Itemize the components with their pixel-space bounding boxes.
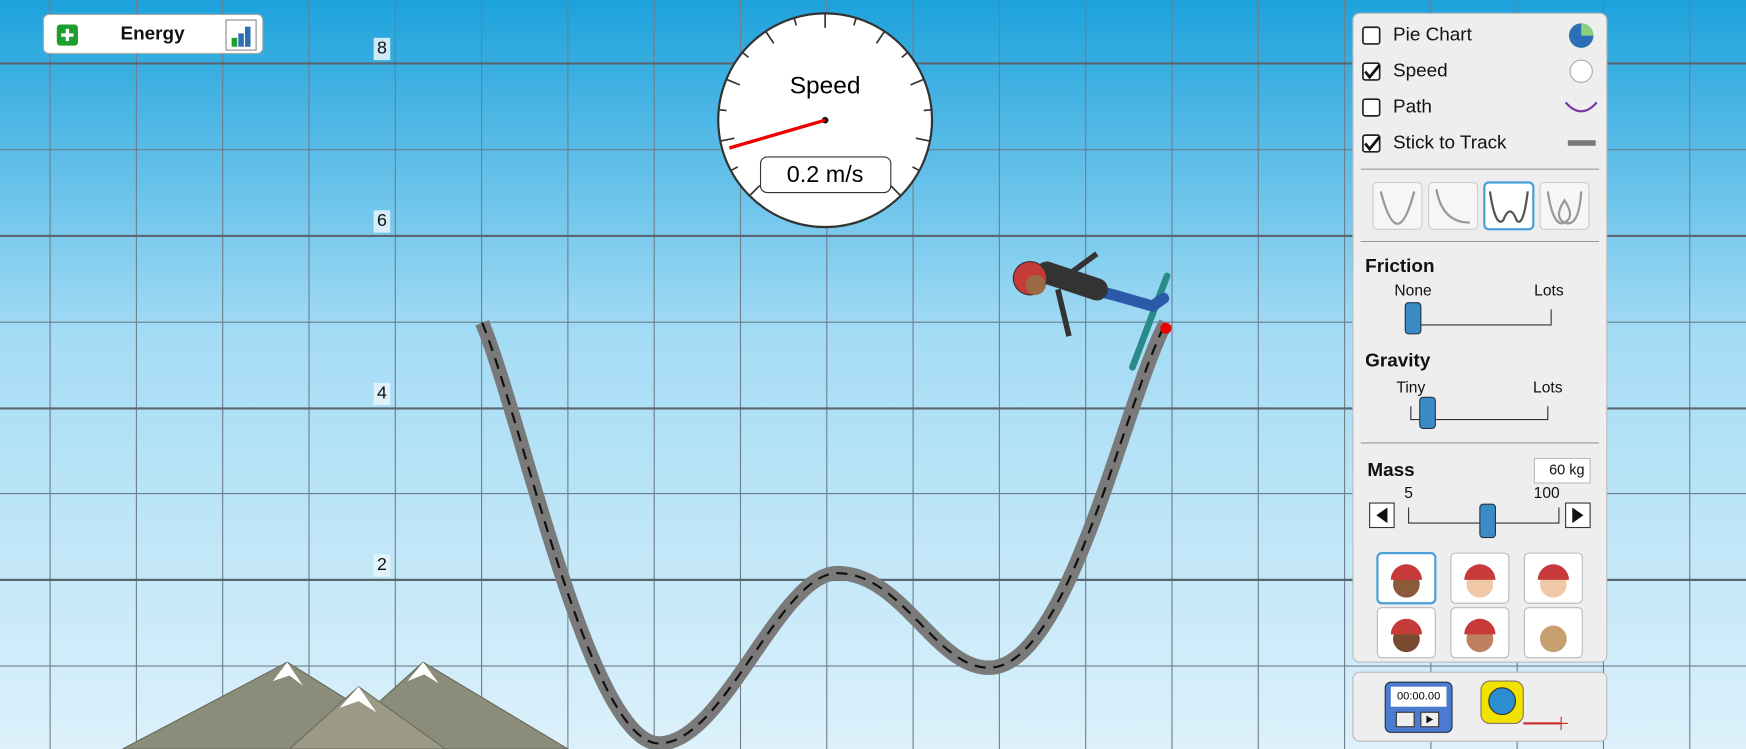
mass-title: Mass (1367, 460, 1414, 481)
gravity-title: Gravity (1365, 351, 1431, 372)
friction-thumb[interactable] (1405, 303, 1421, 334)
mass-readout: 60 kg (1549, 463, 1584, 479)
option-label[interactable]: Path (1393, 97, 1432, 118)
mass-max: 100 (1534, 485, 1560, 502)
control-panel: Friction None Lots Gravity Tiny Lots Mas… (1353, 13, 1607, 662)
mass-min: 5 (1404, 485, 1413, 502)
stopwatch[interactable]: 00:00.00 (1385, 682, 1452, 732)
speed-icon (1570, 60, 1592, 82)
track-handle[interactable] (1160, 323, 1171, 334)
gravity-thumb[interactable] (1420, 397, 1436, 428)
speed-readout: 0.2 m/s (787, 161, 864, 187)
gauge-tick (719, 110, 727, 111)
option-label[interactable]: Speed (1393, 61, 1448, 82)
grid-label: 2 (377, 554, 387, 574)
friction-max: Lots (1534, 283, 1564, 300)
friction-min: None (1394, 283, 1431, 300)
mass-thumb[interactable] (1480, 504, 1496, 537)
friction-title: Friction (1365, 256, 1434, 277)
speedometer: Speed 0.2 m/s (718, 13, 932, 227)
checkbox[interactable] (1363, 99, 1380, 116)
grid-label: 8 (377, 38, 387, 58)
option-label[interactable]: Stick to Track (1393, 132, 1507, 153)
gauge-tick (924, 110, 932, 111)
grid-label: 6 (377, 210, 387, 230)
energy-panel[interactable]: Energy (43, 14, 262, 53)
character-face (1540, 625, 1567, 652)
tools-panel: 00:00.00 (1353, 672, 1607, 741)
stick-icon (1568, 140, 1596, 146)
energy-title: Energy (120, 24, 185, 45)
grid-label: 4 (377, 383, 387, 403)
stopwatch-readout: 00:00.00 (1397, 691, 1440, 703)
gravity-max: Lots (1533, 380, 1563, 397)
speedometer-title: Speed (790, 72, 861, 99)
gravity-min: Tiny (1396, 380, 1425, 397)
checkbox[interactable] (1363, 27, 1380, 44)
option-label[interactable]: Pie Chart (1393, 25, 1473, 46)
sim-screen: 86420 m Energy Speed 0.2 m/s (0, 0, 1746, 749)
track-button[interactable] (1373, 183, 1422, 230)
